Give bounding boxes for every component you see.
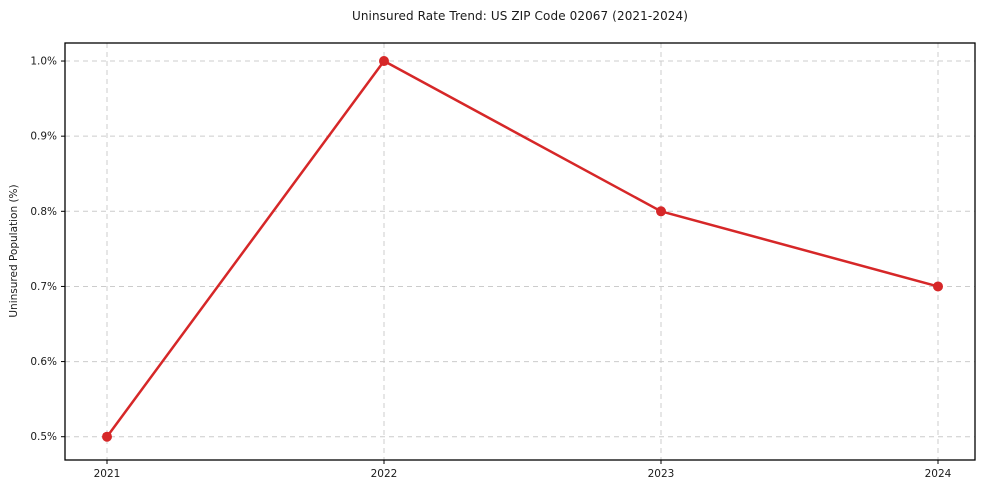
y-tick-label: 0.8% xyxy=(30,206,57,218)
y-tick-label: 0.5% xyxy=(30,431,57,443)
trend-line xyxy=(105,59,940,438)
x-tick-label: 2024 xyxy=(925,468,952,480)
data-point-marker xyxy=(933,281,943,292)
y-tick-label: 0.7% xyxy=(30,281,57,293)
data-point-marker xyxy=(102,431,112,442)
axes-border xyxy=(64,42,976,461)
y-tick-label: 0.9% xyxy=(30,131,57,143)
chart-title: Uninsured Rate Trend: US ZIP Code 02067 … xyxy=(351,9,689,23)
y-tick-label: 1.0% xyxy=(30,56,57,68)
data-point-marker xyxy=(379,56,389,67)
x-tick-label: 2021 xyxy=(94,468,121,480)
x-tick-label: 2022 xyxy=(371,468,398,480)
data-point-marker xyxy=(656,206,666,217)
x-tick-label: 2023 xyxy=(648,468,675,480)
y-tick-label: 0.6% xyxy=(30,356,57,368)
